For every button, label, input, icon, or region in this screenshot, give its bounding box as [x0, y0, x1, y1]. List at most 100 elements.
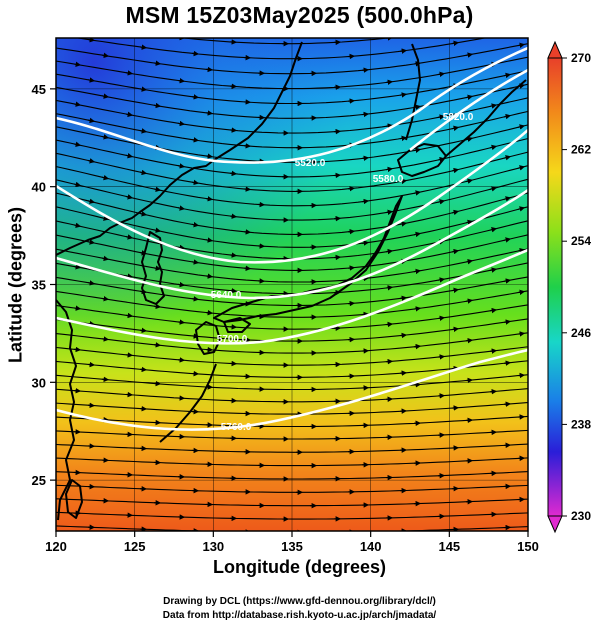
wind-arrow [385, 166, 394, 173]
wind-arrow [87, 361, 96, 368]
wind-arrow [399, 48, 408, 54]
wind-arrow [465, 377, 474, 384]
wind-arrow [73, 222, 82, 228]
wind-arrow [361, 155, 370, 161]
wind-arrow [125, 352, 134, 358]
wind-arrow [191, 296, 200, 302]
wind-arrow [139, 169, 148, 176]
wind-arrow [385, 285, 394, 291]
wind-arrow [101, 255, 110, 262]
streamline [178, 38, 393, 45]
credit-data: Data from http://database.rish.kyoto-u.a… [162, 610, 437, 621]
wind-arrow [243, 229, 252, 235]
wind-streamlines [56, 31, 528, 531]
wind-arrow [205, 66, 214, 73]
wind-arrow [177, 120, 186, 127]
streamline [56, 415, 528, 428]
wind-arrow [205, 309, 214, 316]
wind-arrow [385, 321, 394, 328]
wind-arrow [229, 170, 238, 177]
x-axis-title: Longitude (degrees) [212, 557, 386, 577]
wind-arrow [413, 190, 422, 196]
wind-arrow [399, 135, 408, 142]
wind-arrow [361, 198, 370, 205]
colorbar-tick-label: 270 [571, 51, 591, 65]
wind-arrow [205, 196, 214, 202]
wind-arrow [125, 312, 134, 319]
wind-arrow [191, 221, 200, 228]
x-tick-label: 135 [281, 539, 303, 554]
wind-arrow [465, 178, 474, 184]
wind-arrow [503, 196, 512, 202]
wind-arrow [229, 127, 238, 133]
wind-arrow [101, 52, 110, 59]
x-tick-label: 130 [202, 539, 224, 554]
wind-arrow [73, 346, 82, 353]
wind-arrow [503, 278, 512, 284]
wind-arrow [489, 267, 498, 273]
wind-arrow [191, 179, 200, 186]
x-tick-label: 145 [438, 539, 460, 554]
wind-arrow [489, 227, 498, 233]
wind-arrow [125, 152, 134, 159]
coast-china-east [56, 299, 77, 521]
contour-label: 5820.0 [443, 112, 474, 123]
wind-arrow [191, 333, 200, 339]
wind-arrow [413, 231, 422, 238]
wind-arrow [139, 366, 148, 373]
wind-arrow [413, 61, 422, 67]
wind-arrow [125, 234, 134, 240]
wind-arrow [437, 199, 446, 205]
wind-arrow [191, 94, 200, 100]
wind-arrow [87, 198, 96, 204]
wind-arrow [451, 287, 460, 294]
colorbar-tick-label: 262 [571, 143, 591, 157]
wind-arrow [139, 44, 148, 50]
wind-arrow [503, 360, 512, 366]
coast-kyushu [195, 321, 221, 355]
wind-arrow [177, 281, 186, 288]
wind-arrow [437, 114, 446, 120]
streamline [56, 165, 528, 207]
credit-drawing: Drawing by DCL (https://www.gfd-dennou.o… [163, 596, 436, 607]
colorbar-tick-label: 238 [571, 417, 591, 431]
wind-arrow [191, 259, 200, 265]
colorbar-tick-label: 246 [571, 326, 591, 340]
wind-arrow [385, 248, 394, 255]
height-contour [409, 68, 528, 152]
y-axis-title: Latitude (degrees) [5, 206, 26, 364]
wind-arrow [503, 155, 512, 161]
wind-arrow [101, 215, 110, 221]
wind-arrow [451, 209, 460, 216]
wind-arrow [87, 38, 96, 43]
height-contour [56, 188, 528, 300]
x-tick-label: 140 [360, 539, 382, 554]
wind-arrow [347, 228, 356, 235]
wind-arrow [385, 209, 394, 216]
wind-arrow [205, 110, 214, 116]
wind-arrow [399, 295, 408, 301]
height-contour [56, 46, 528, 164]
wind-arrow [205, 273, 214, 279]
wind-arrow [73, 61, 82, 67]
colorbar-gradient [547, 57, 563, 517]
map-title: MSM 15Z03May2025 (500.0hPa) [125, 2, 474, 28]
wind-arrow [489, 307, 498, 314]
wind-arrow [347, 185, 356, 192]
wind-arrow [153, 186, 162, 192]
wind-arrow [437, 156, 446, 163]
wind-arrow [101, 134, 110, 140]
colorbar-tick-label: 254 [571, 234, 591, 248]
contour-label: 5580.0 [373, 174, 404, 185]
streamline [56, 43, 528, 75]
wind-arrow [153, 342, 162, 348]
wind-arrow [177, 77, 186, 84]
colorbar-ticks: 270 262 254 246 238 230 [562, 51, 591, 523]
wind-arrow [437, 354, 446, 360]
wind-arrow [399, 332, 408, 339]
wind-arrow [465, 52, 474, 58]
contour-label: 5760.0 [221, 422, 252, 433]
wind-arrow [438, 31, 444, 32]
wind-arrow [399, 221, 408, 227]
